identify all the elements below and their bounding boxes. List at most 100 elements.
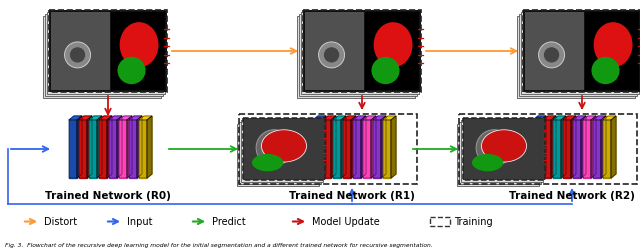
Ellipse shape [591, 58, 620, 85]
Polygon shape [147, 116, 152, 178]
Ellipse shape [120, 23, 159, 68]
Ellipse shape [472, 154, 503, 172]
Circle shape [319, 43, 344, 69]
Polygon shape [79, 116, 92, 120]
Polygon shape [109, 120, 117, 178]
Polygon shape [533, 120, 541, 178]
Ellipse shape [252, 154, 283, 172]
Polygon shape [333, 120, 341, 178]
Text: Fig. 3.  Flowchart of the recursive deep learning model for the initial segmenta: Fig. 3. Flowchart of the recursive deep … [5, 242, 433, 247]
Bar [51, 13, 110, 91]
Polygon shape [543, 120, 551, 178]
Polygon shape [321, 116, 326, 178]
Bar [239, 115, 417, 184]
Polygon shape [573, 120, 581, 178]
Polygon shape [553, 116, 566, 120]
Polygon shape [137, 116, 142, 178]
Text: Model Update: Model Update [312, 217, 380, 227]
Bar [297, 17, 415, 99]
Polygon shape [343, 120, 351, 178]
Text: Distort: Distort [44, 217, 77, 227]
Polygon shape [77, 116, 82, 178]
Polygon shape [127, 116, 132, 178]
Circle shape [70, 48, 85, 63]
Bar [430, 217, 450, 226]
Ellipse shape [262, 130, 307, 162]
Polygon shape [583, 116, 596, 120]
Ellipse shape [371, 58, 399, 85]
Polygon shape [381, 116, 386, 178]
Polygon shape [87, 116, 92, 178]
Circle shape [324, 48, 339, 63]
Polygon shape [551, 116, 556, 178]
Polygon shape [561, 116, 566, 178]
Polygon shape [361, 116, 366, 178]
Circle shape [539, 43, 564, 69]
Polygon shape [563, 116, 576, 120]
Text: Trained Network (R1): Trained Network (R1) [289, 190, 415, 200]
Polygon shape [543, 116, 556, 120]
Polygon shape [533, 116, 546, 120]
Polygon shape [383, 120, 391, 178]
Polygon shape [323, 120, 331, 178]
Bar [237, 124, 319, 186]
Bar [43, 17, 161, 99]
Polygon shape [383, 116, 396, 120]
Bar [49, 11, 167, 93]
Polygon shape [353, 116, 366, 120]
Polygon shape [353, 120, 361, 178]
Polygon shape [603, 116, 616, 120]
Circle shape [544, 48, 559, 63]
Bar [243, 118, 325, 180]
Ellipse shape [118, 58, 145, 85]
Bar [47, 13, 165, 94]
Polygon shape [593, 116, 606, 120]
Bar [111, 13, 165, 91]
Polygon shape [391, 116, 396, 178]
Polygon shape [573, 116, 586, 120]
Polygon shape [139, 120, 147, 178]
Circle shape [476, 130, 512, 166]
Text: Predict: Predict [212, 217, 246, 227]
Polygon shape [117, 116, 122, 178]
Polygon shape [119, 116, 132, 120]
Polygon shape [119, 120, 127, 178]
Polygon shape [373, 116, 386, 120]
Bar [523, 11, 640, 93]
Polygon shape [553, 120, 561, 178]
Bar [45, 15, 163, 97]
Bar [519, 15, 637, 97]
Polygon shape [601, 116, 606, 178]
Polygon shape [363, 120, 371, 178]
Polygon shape [89, 120, 97, 178]
Polygon shape [591, 116, 596, 178]
Polygon shape [313, 116, 326, 120]
Polygon shape [97, 116, 102, 178]
Text: Trained Network (R2): Trained Network (R2) [509, 190, 635, 200]
Bar [457, 124, 539, 186]
Polygon shape [351, 116, 356, 178]
Bar [239, 122, 321, 184]
Polygon shape [563, 120, 571, 178]
Polygon shape [79, 120, 87, 178]
Polygon shape [373, 120, 381, 178]
Polygon shape [593, 120, 601, 178]
Bar [301, 13, 419, 94]
Polygon shape [581, 116, 586, 178]
Polygon shape [603, 120, 611, 178]
Text: Trained Network (R0): Trained Network (R0) [45, 190, 171, 200]
Polygon shape [541, 116, 546, 178]
Ellipse shape [594, 23, 632, 68]
Polygon shape [107, 116, 112, 178]
Polygon shape [129, 120, 137, 178]
Polygon shape [109, 116, 122, 120]
Polygon shape [69, 116, 82, 120]
Ellipse shape [481, 130, 527, 162]
Polygon shape [69, 120, 77, 178]
Bar [459, 115, 637, 184]
Polygon shape [571, 116, 576, 178]
Polygon shape [99, 120, 107, 178]
Circle shape [256, 130, 292, 166]
Bar [303, 11, 421, 93]
Polygon shape [313, 120, 321, 178]
